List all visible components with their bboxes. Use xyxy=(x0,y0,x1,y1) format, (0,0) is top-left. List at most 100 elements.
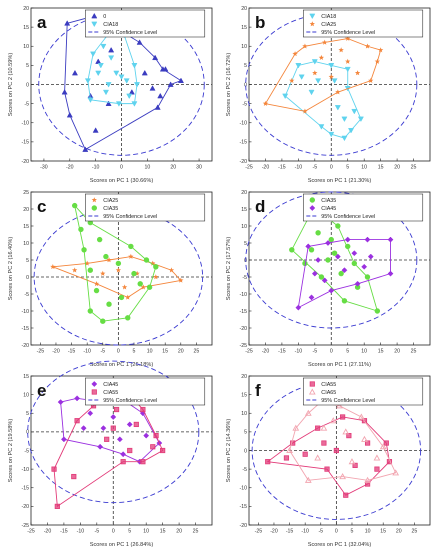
y-tick-label: -5 xyxy=(24,448,29,454)
data-point xyxy=(286,446,293,454)
data-point xyxy=(335,223,341,229)
data-point xyxy=(150,444,156,450)
x-tick-label: -5 xyxy=(95,529,100,535)
y-tick-label: -10 xyxy=(240,486,248,492)
data-point xyxy=(162,66,169,72)
data-point xyxy=(140,284,147,290)
data-point xyxy=(110,425,116,431)
data-point xyxy=(178,277,184,283)
data-point xyxy=(100,43,107,50)
data-point xyxy=(357,116,364,123)
y-tick-label: 25 xyxy=(23,190,29,196)
data-point xyxy=(328,74,334,80)
data-point xyxy=(289,247,295,253)
legend-box xyxy=(85,9,206,38)
data-point xyxy=(322,39,328,45)
data-point xyxy=(108,55,115,61)
legend-marker xyxy=(309,21,315,27)
data-point xyxy=(321,277,328,284)
panel-letter: d xyxy=(255,197,265,216)
data-point xyxy=(60,436,67,443)
data-point xyxy=(345,58,351,64)
data-point xyxy=(333,447,339,454)
x-tick-label: -20 xyxy=(270,529,278,535)
y-tick-label: -10 xyxy=(240,121,248,127)
data-point xyxy=(361,435,368,442)
y-axis-label: Scores on PC 2 (10.59%) xyxy=(8,53,14,117)
data-point xyxy=(153,274,159,280)
data-point xyxy=(339,473,346,480)
y-tick-label: 20 xyxy=(241,6,247,12)
data-point xyxy=(302,43,308,49)
data-point xyxy=(379,443,387,450)
legend-marker xyxy=(91,21,98,28)
y-tick-label: -5 xyxy=(24,292,29,298)
x-tick-label: 20 xyxy=(176,529,182,535)
confidence-ellipse xyxy=(245,191,418,329)
data-point xyxy=(334,105,341,111)
x-tick-label: -20 xyxy=(44,529,52,535)
data-point xyxy=(352,462,358,469)
data-point xyxy=(341,135,348,142)
data-point xyxy=(96,236,103,243)
data-point xyxy=(364,476,371,483)
x-tick-label: 15 xyxy=(378,349,384,355)
data-point xyxy=(315,78,322,84)
x-axis-label: Scores on PC 1 (26.18%) xyxy=(90,362,154,368)
data-point xyxy=(100,318,106,324)
data-point xyxy=(95,70,102,77)
x-tick-label: -5 xyxy=(318,529,323,535)
y-axis-label: Scores on PC 2 (14.36%) xyxy=(226,419,232,483)
data-point xyxy=(364,440,371,446)
x-tick-label: 20 xyxy=(170,165,176,171)
data-point xyxy=(348,458,356,465)
data-point xyxy=(325,257,331,263)
data-point xyxy=(141,69,148,76)
x-tick-label: -25 xyxy=(245,165,253,171)
y-tick-label: -5 xyxy=(242,467,247,473)
data-point xyxy=(262,100,269,106)
x-tick-label: -15 xyxy=(286,529,294,535)
data-point xyxy=(329,417,337,424)
y-tick-label: 10 xyxy=(23,392,29,398)
x-tick-label: 0 xyxy=(335,529,338,535)
panel-c: -25 -20 -15 -10 -5 0 5 10 15 20 25 -20 -15 -10 -5 0 5 10 1… xyxy=(8,190,213,368)
data-point xyxy=(314,454,322,461)
x-tick-label: 5 xyxy=(128,529,131,535)
data-point xyxy=(341,116,348,123)
panel-d: -25 -20 -15 -10 -5 0 5 10 15 20 25-25-20-15-10-505… xyxy=(226,190,431,368)
series-hull-1 xyxy=(297,239,391,309)
legend-label: CIA55 xyxy=(103,390,118,396)
data-point xyxy=(97,63,104,69)
data-point xyxy=(131,270,137,277)
data-point xyxy=(136,39,143,45)
data-point xyxy=(105,100,112,106)
data-point xyxy=(335,89,341,95)
data-point xyxy=(331,78,338,84)
data-point xyxy=(116,436,123,443)
data-point xyxy=(152,54,159,61)
y-tick-label: 10 xyxy=(241,44,247,50)
x-tick-label: 5 xyxy=(346,165,349,171)
data-point xyxy=(72,267,78,273)
legend-label: 95% Confidence Level xyxy=(103,398,157,404)
data-point xyxy=(115,260,122,267)
data-point xyxy=(292,51,298,57)
y-tick-label: -15 xyxy=(22,140,30,146)
data-point xyxy=(87,97,94,103)
data-point xyxy=(325,240,331,246)
y-tick-label: -15 xyxy=(22,486,30,492)
panel-letter: a xyxy=(37,13,47,32)
x-tick-label: 0 xyxy=(120,165,123,171)
data-point xyxy=(289,77,295,83)
data-point xyxy=(340,414,346,420)
data-point xyxy=(321,440,327,446)
data-point xyxy=(354,70,361,76)
y-tick-label: -20 xyxy=(22,343,30,349)
data-point xyxy=(383,440,389,446)
data-point xyxy=(282,93,289,100)
x-tick-label: 15 xyxy=(160,529,166,535)
data-point xyxy=(92,127,99,133)
x-tick-label: -20 xyxy=(66,165,74,171)
